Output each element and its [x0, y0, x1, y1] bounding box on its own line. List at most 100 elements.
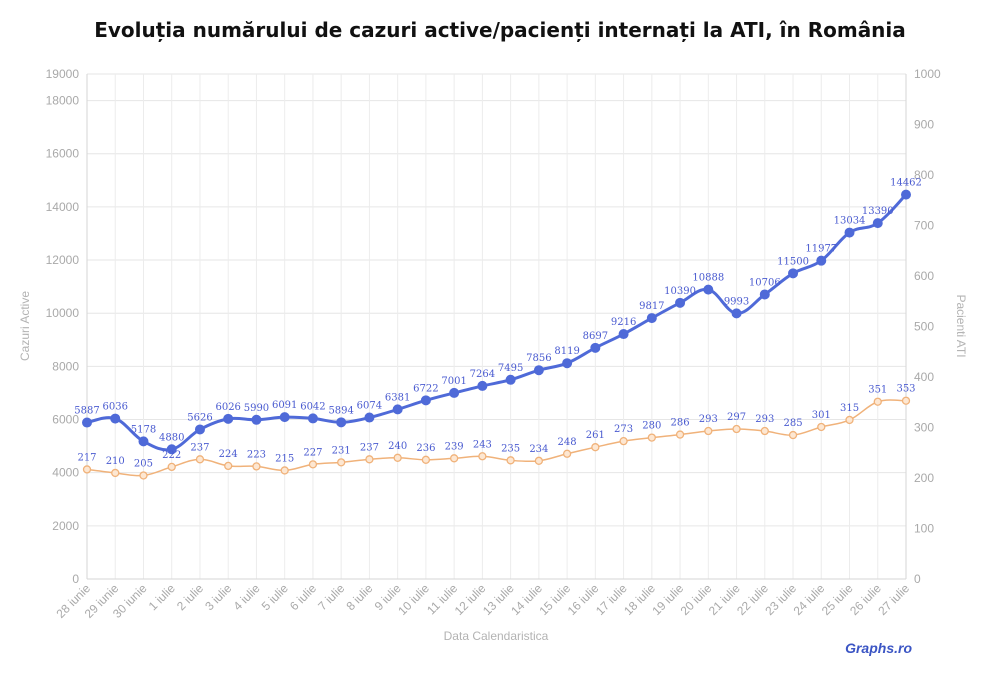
y-tick-label: 2000 — [52, 519, 79, 533]
point-cazuri-active — [562, 358, 573, 369]
y2-axis-title: Pacienti ATI — [954, 294, 968, 357]
x-tick-label: 27 iulie — [875, 581, 912, 618]
point-cazuri-active — [844, 227, 855, 238]
data-label-pacienti-ati: 273 — [614, 424, 633, 435]
data-label-cazuri-active: 5894 — [328, 405, 353, 416]
y-tick-label: 18000 — [46, 94, 80, 108]
y2-tick-label: 200 — [914, 471, 934, 485]
point-pacienti-ati — [675, 430, 685, 439]
x-tick-label: 8 iulie — [343, 581, 375, 613]
data-label-cazuri-active: 5178 — [131, 424, 156, 435]
data-label-cazuri-active: 10706 — [749, 277, 781, 288]
data-label-cazuri-active: 11977 — [805, 244, 837, 255]
data-label-cazuri-active: 5626 — [187, 412, 212, 423]
data-label-cazuri-active: 6026 — [215, 402, 240, 413]
data-label-pacienti-ati: 261 — [586, 430, 605, 441]
point-cazuri-active — [477, 380, 488, 391]
watermark: Graphs.ro — [845, 640, 912, 656]
point-cazuri-active — [194, 424, 205, 435]
point-cazuri-active — [872, 218, 883, 229]
point-cazuri-active — [166, 444, 177, 455]
y2-tick-label: 600 — [914, 269, 934, 283]
point-cazuri-active — [703, 284, 714, 295]
point-cazuri-active — [731, 308, 742, 319]
point-pacienti-ati — [901, 396, 911, 405]
point-cazuri-active — [759, 289, 770, 300]
chart-title: Evoluția numărului de cazuri active/paci… — [94, 18, 906, 42]
data-label-cazuri-active: 6381 — [385, 392, 410, 403]
y2-tick-label: 700 — [914, 219, 934, 233]
data-label-cazuri-active: 9993 — [724, 296, 749, 307]
y2-tick-label: 500 — [914, 320, 934, 334]
point-pacienti-ati — [788, 430, 798, 440]
point-pacienti-ati — [308, 460, 318, 469]
y-tick-label: 4000 — [52, 466, 79, 480]
data-label-pacienti-ati: 217 — [77, 452, 96, 463]
point-pacienti-ati — [252, 462, 261, 471]
data-label-cazuri-active: 6091 — [272, 400, 297, 411]
y2-tick-label: 300 — [914, 421, 934, 435]
data-label-cazuri-active: 6074 — [357, 401, 382, 412]
point-cazuri-active — [618, 329, 629, 340]
point-pacienti-ati — [365, 455, 374, 464]
data-label-pacienti-ati: 353 — [896, 384, 915, 395]
point-cazuri-active — [788, 268, 799, 279]
data-label-cazuri-active: 8697 — [583, 331, 608, 342]
point-pacienti-ati — [280, 466, 289, 475]
point-pacienti-ati — [478, 452, 487, 461]
data-label-pacienti-ati: 224 — [219, 449, 238, 460]
x-tick-label: 3 iulie — [202, 581, 234, 613]
point-cazuri-active — [533, 365, 544, 376]
data-label-pacienti-ati: 210 — [106, 456, 125, 467]
data-label-pacienti-ati: 235 — [501, 443, 520, 454]
data-label-cazuri-active: 14462 — [890, 178, 922, 189]
point-pacienti-ati — [449, 454, 459, 463]
y-axis-title: Cazuri Active — [18, 291, 32, 361]
data-label-pacienti-ati: 237 — [360, 442, 379, 453]
point-pacienti-ati — [732, 424, 741, 434]
data-label-cazuri-active: 6036 — [103, 402, 128, 413]
data-label-cazuri-active: 7264 — [470, 369, 495, 380]
x-tick-label: 5 iulie — [259, 581, 291, 613]
y-tick-label: 14000 — [46, 200, 80, 214]
data-label-cazuri-active: 13034 — [834, 216, 866, 227]
data-label-pacienti-ati: 205 — [134, 458, 153, 469]
data-label-cazuri-active: 4880 — [159, 432, 184, 443]
y2-tick-label: 400 — [914, 370, 934, 384]
point-cazuri-active — [251, 414, 262, 425]
point-cazuri-active — [420, 395, 431, 406]
y2-tick-label: 0 — [914, 572, 921, 586]
y-tick-label: 16000 — [46, 147, 80, 161]
point-cazuri-active — [307, 413, 318, 424]
data-label-cazuri-active: 5887 — [74, 406, 99, 417]
point-cazuri-active — [336, 417, 347, 428]
point-cazuri-active — [82, 417, 92, 428]
y2-tick-label: 1000 — [914, 67, 941, 81]
y-tick-label: 0 — [72, 572, 79, 586]
point-pacienti-ati — [224, 461, 233, 471]
point-pacienti-ati — [139, 471, 148, 480]
data-label-cazuri-active: 6042 — [300, 401, 325, 412]
point-pacienti-ati — [82, 465, 92, 474]
point-cazuri-active — [364, 412, 375, 423]
point-cazuri-active — [138, 436, 149, 447]
data-label-pacienti-ati: 222 — [162, 450, 181, 461]
data-label-cazuri-active: 13390 — [862, 206, 894, 217]
y2-tick-label: 100 — [914, 522, 934, 536]
data-label-pacienti-ati: 297 — [727, 412, 746, 423]
point-pacienti-ati — [619, 436, 628, 446]
data-label-pacienti-ati: 293 — [699, 414, 718, 425]
point-cazuri-active — [279, 412, 290, 423]
data-label-pacienti-ati: 248 — [558, 437, 577, 448]
data-label-cazuri-active: 7001 — [441, 376, 466, 387]
grid — [86, 73, 907, 580]
series-line-pacienti-ati — [86, 399, 907, 477]
point-pacienti-ati — [534, 456, 544, 465]
data-label-cazuri-active: 11500 — [777, 256, 809, 267]
data-label-pacienti-ati: 227 — [303, 447, 322, 458]
point-pacienti-ati — [873, 397, 882, 406]
data-label-pacienti-ati: 293 — [755, 414, 774, 425]
x-tick-label: 7 iulie — [315, 581, 347, 613]
point-cazuri-active — [110, 413, 121, 424]
